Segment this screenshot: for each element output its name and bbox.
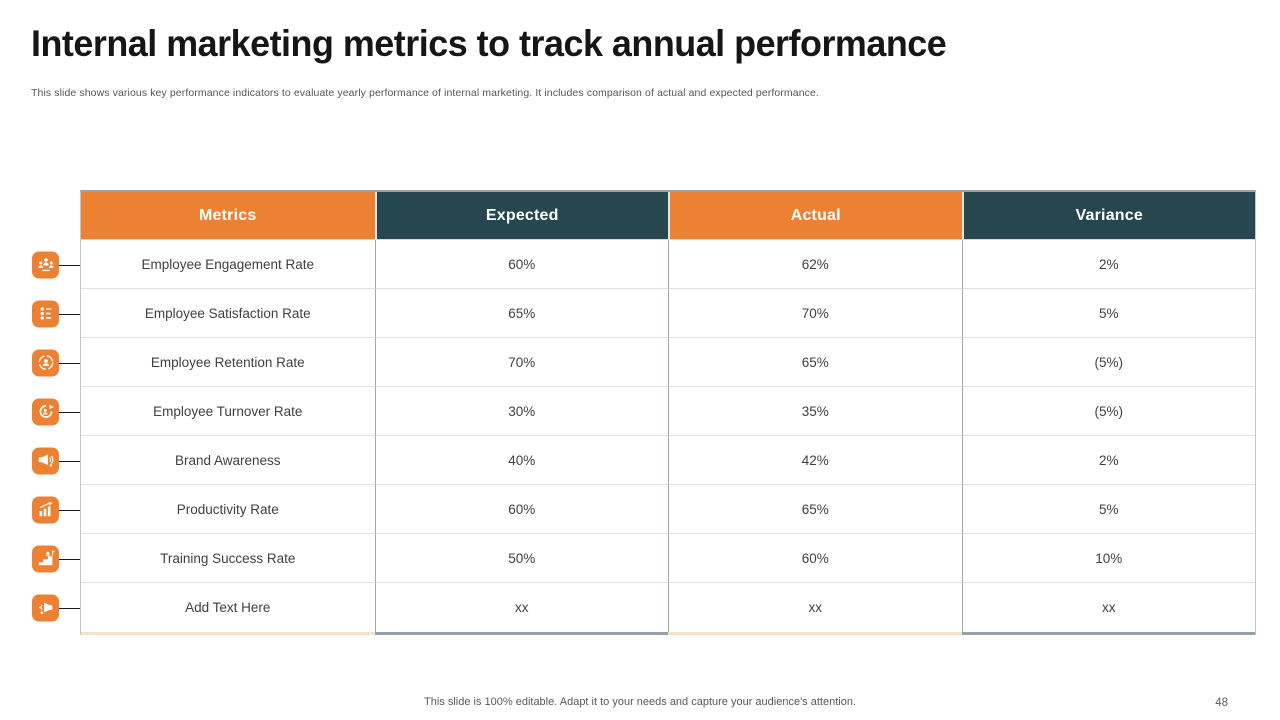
- employee-retention-icon: [32, 349, 59, 376]
- rail-item: [32, 240, 80, 289]
- page-number: 48: [1215, 697, 1228, 709]
- table-row: Employee Turnover Rate 30% 35% (5%): [81, 387, 1255, 436]
- expected-cell: 60%: [374, 240, 668, 289]
- bottom-border-segment: [81, 632, 375, 635]
- expected-cell: 70%: [374, 338, 668, 387]
- slide-subtitle: This slide shows various key performance…: [31, 87, 819, 99]
- expected-cell: 50%: [374, 534, 668, 583]
- announcement-icon: [32, 594, 59, 621]
- variance-cell: 5%: [961, 485, 1255, 534]
- connector-line: [59, 558, 80, 560]
- actual-cell: 65%: [668, 338, 962, 387]
- actual-cell: 62%: [668, 240, 962, 289]
- connector-line: [59, 313, 80, 315]
- metric-cell: Training Success Rate: [81, 534, 375, 583]
- expected-cell: 30%: [374, 387, 668, 436]
- rail-item: [32, 534, 80, 583]
- table-row: Productivity Rate 60% 65% 5%: [81, 485, 1255, 534]
- team-engagement-icon: [32, 251, 59, 278]
- satisfaction-survey-icon: [32, 300, 59, 327]
- actual-cell: xx: [668, 583, 962, 632]
- table-header-row: Metrics Expected Actual Variance: [81, 192, 1255, 240]
- rail-item: [32, 289, 80, 338]
- table-row: Employee Satisfaction Rate 65% 70% 5%: [81, 289, 1255, 338]
- rail-item: [32, 436, 80, 485]
- expected-cell: 65%: [374, 289, 668, 338]
- actual-cell: 65%: [668, 485, 962, 534]
- expected-cell: 40%: [374, 436, 668, 485]
- actual-cell: 60%: [668, 534, 962, 583]
- connector-line: [59, 264, 80, 266]
- metric-cell: Employee Satisfaction Rate: [81, 289, 375, 338]
- variance-cell: 2%: [961, 240, 1255, 289]
- column-header-metrics: Metrics: [81, 192, 375, 240]
- connector-line: [59, 509, 80, 511]
- rail-item: [32, 338, 80, 387]
- metric-cell: Employee Retention Rate: [81, 338, 375, 387]
- employee-turnover-icon: [32, 398, 59, 425]
- column-header-expected: Expected: [374, 192, 668, 240]
- table-bottom-border: [81, 632, 1255, 635]
- footer-note: This slide is 100% editable. Adapt it to…: [424, 696, 856, 708]
- expected-cell: xx: [374, 583, 669, 632]
- rail-item: [32, 485, 80, 534]
- table-row: Brand Awareness 40% 42% 2%: [81, 436, 1255, 485]
- actual-cell: 70%: [668, 289, 962, 338]
- metric-icon-rail: [32, 240, 80, 632]
- column-header-variance: Variance: [961, 192, 1255, 240]
- metric-cell: Brand Awareness: [81, 436, 375, 485]
- bottom-border-segment: [961, 632, 1255, 635]
- table-row: Employee Engagement Rate 60% 62% 2%: [81, 240, 1255, 289]
- variance-cell: 10%: [961, 534, 1255, 583]
- bottom-border-segment: [374, 632, 668, 635]
- connector-line: [59, 411, 80, 413]
- rail-item: [32, 583, 80, 632]
- metric-cell: Productivity Rate: [81, 485, 375, 534]
- productivity-growth-icon: [32, 496, 59, 523]
- metrics-table: Metrics Expected Actual Variance Employee En…: [80, 190, 1256, 635]
- expected-cell: 60%: [374, 485, 668, 534]
- rail-item: [32, 387, 80, 436]
- metric-cell: Employee Turnover Rate: [81, 387, 375, 436]
- variance-cell: 5%: [961, 289, 1255, 338]
- column-header-actual: Actual: [668, 192, 962, 240]
- training-success-icon: [32, 545, 59, 572]
- connector-line: [59, 362, 80, 364]
- connector-line: [59, 460, 80, 462]
- metric-cell: Employee Engagement Rate: [81, 240, 375, 289]
- variance-cell: 2%: [961, 436, 1255, 485]
- table-row: Add Text Here xx xx xx: [81, 583, 1255, 632]
- connector-line: [59, 607, 80, 609]
- table-row: Training Success Rate 50% 60% 10%: [81, 534, 1255, 583]
- variance-cell: (5%): [961, 387, 1255, 436]
- table-row: Employee Retention Rate 70% 65% (5%): [81, 338, 1255, 387]
- metric-cell: Add Text Here: [185, 600, 271, 615]
- bottom-border-segment: [668, 632, 962, 635]
- variance-cell: xx: [961, 583, 1256, 632]
- actual-cell: 35%: [668, 387, 962, 436]
- variance-cell: (5%): [961, 338, 1255, 387]
- slide-title: Internal marketing metrics to track annu…: [31, 23, 947, 64]
- brand-awareness-megaphone-icon: [32, 447, 59, 474]
- actual-cell: 42%: [668, 436, 962, 485]
